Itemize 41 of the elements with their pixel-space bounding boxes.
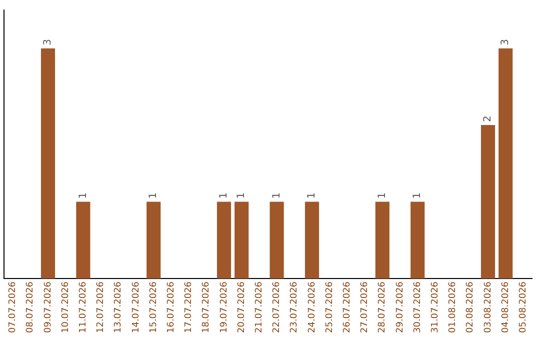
x-tick-label: 01.08.2026 [448,281,458,333]
x-tick-label: 19.07.2026 [219,281,230,333]
x-tick-label: 17.07.2026 [184,281,194,333]
x-tick-label: 30.07.2026 [412,281,423,333]
x-tick-label: 11.07.2026 [78,281,89,333]
x-tick-label: 31.07.2026 [430,281,441,333]
x-tick-label: 12.07.2026 [96,281,106,333]
x-tick-label: 27.07.2026 [360,281,370,333]
x-tick-label: 14.07.2026 [131,281,142,333]
x-tick-label: 26.07.2026 [342,281,353,333]
x-tick-label: 05.08.2026 [518,281,529,333]
x-tick-label: 29.07.2026 [395,281,406,333]
x-tick-label: 02.08.2026 [466,281,476,333]
x-tick-label: 20.07.2026 [236,281,247,333]
data-label: 1 [218,192,230,199]
x-tick-label: 13.07.2026 [114,281,124,333]
x-tick-label: 04.08.2026 [500,281,511,333]
data-label: 2 [482,116,494,122]
x-tick-label: 21.07.2026 [254,281,265,333]
x-tick-label: 23.07.2026 [290,281,300,333]
x-tick-label: 10.07.2026 [60,281,71,333]
data-label: 1 [236,192,248,199]
x-tick-label: 25.07.2026 [324,281,335,333]
x-tick-label: 28.07.2026 [378,281,388,333]
x-tick-label: 07.07.2026 [8,281,18,333]
data-label: 3 [42,38,54,46]
data-label: 1 [148,192,160,199]
x-tick-label: 16.07.2026 [166,281,177,333]
x-tick-label: 22.07.2026 [272,281,282,333]
data-label: 1 [78,192,89,199]
x-tick-label: 09.07.2026 [43,281,54,333]
x-tick-label: 03.08.2026 [483,281,494,333]
x-tick-label: 08.07.2026 [26,281,36,333]
x-tick-label: 24.07.2026 [307,281,318,333]
data-label: 3 [500,38,512,46]
data-label: 1 [271,192,282,199]
data-label: 1 [412,192,424,199]
data-label: 1 [376,192,388,199]
x-tick-label: 18.07.2026 [202,281,212,333]
x-tick-label: 15.07.2026 [148,281,159,333]
data-label: 1 [306,192,318,199]
